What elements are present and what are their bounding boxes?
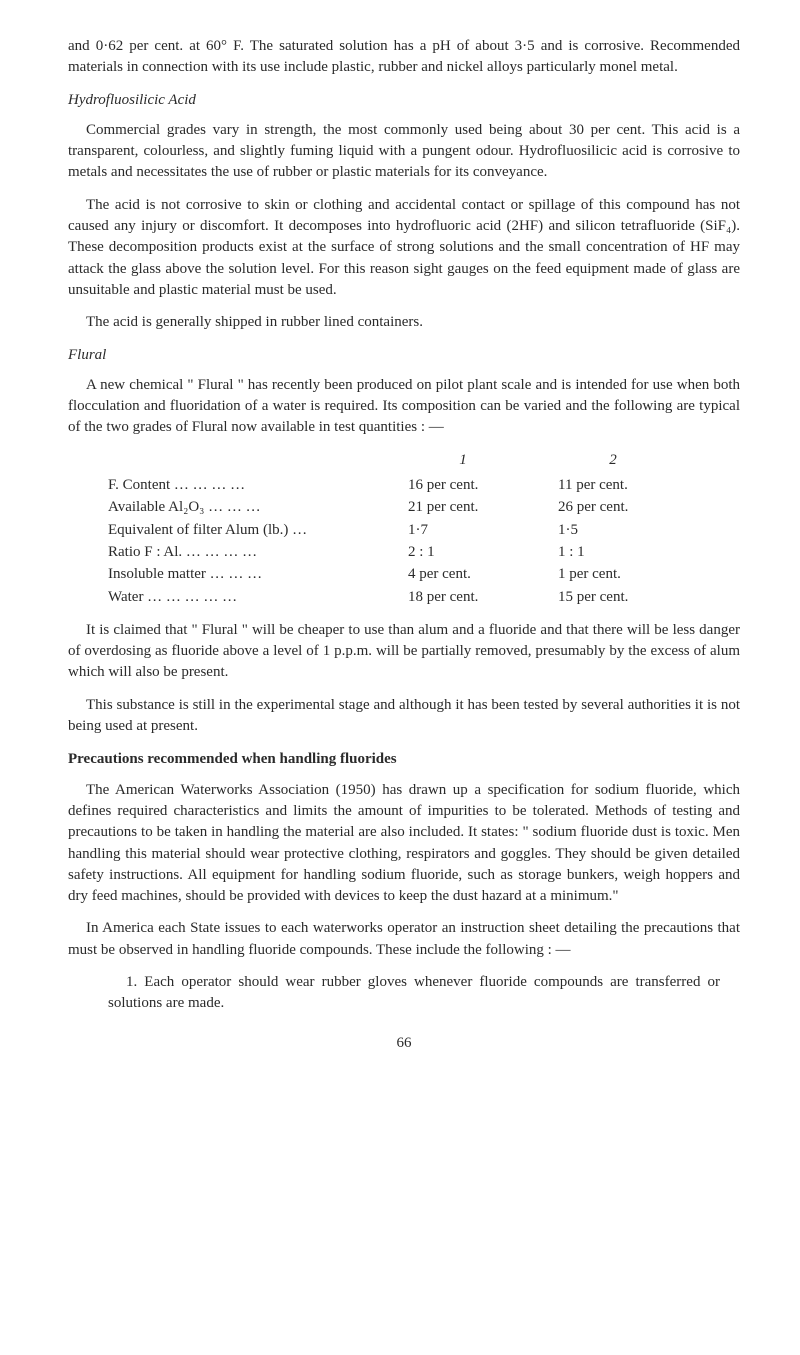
table-value-2: 26 per cent. [558, 497, 708, 518]
table-value-1: 4 per cent. [408, 564, 558, 585]
flural-composition-table: 1 2 F. Content … … … … 16 per cent. 11 p… [108, 450, 740, 608]
hydro-p3: The acid is generally shipped in rubber … [68, 312, 740, 333]
table-value-1: 16 per cent. [408, 475, 558, 496]
table-header-col1: 1 [408, 450, 558, 471]
table-value-2: 11 per cent. [558, 475, 708, 496]
table-header-spacer [108, 450, 408, 471]
table-value-1: 18 per cent. [408, 587, 558, 608]
hydro-p1: Commercial grades vary in strength, the … [68, 120, 740, 184]
table-value-2: 15 per cent. [558, 587, 708, 608]
table-label: F. Content … … … … [108, 475, 408, 496]
heading-flural: Flural [68, 345, 740, 366]
flural-p2: It is claimed that " Flural " will be ch… [68, 620, 740, 684]
table-header-row: 1 2 [108, 450, 740, 471]
table-label: Insoluble matter … … … [108, 564, 408, 585]
table-row: Ratio F : Al. … … … … 2 : 1 1 : 1 [108, 542, 740, 563]
precautions-p1: The American Waterworks Association (195… [68, 780, 740, 908]
heading-hydrofluosilicic: Hydrofluosilicic Acid [68, 90, 740, 111]
table-row: Available Al₂O₃ … … … 21 per cent. 26 pe… [108, 497, 740, 518]
intro-paragraph: and 0·62 per cent. at 60° F. The saturat… [68, 36, 740, 79]
table-value-2: 1·5 [558, 520, 708, 541]
precaution-item-1: 1. Each operator should wear rubber glov… [108, 972, 720, 1015]
hydro-p2: The acid is not corrosive to skin or clo… [68, 195, 740, 301]
table-label: Equivalent of filter Alum (lb.) … [108, 520, 408, 541]
table-row: F. Content … … … … 16 per cent. 11 per c… [108, 475, 740, 496]
table-value-1: 2 : 1 [408, 542, 558, 563]
table-value-1: 1·7 [408, 520, 558, 541]
table-label: Ratio F : Al. … … … … [108, 542, 408, 563]
heading-precautions: Precautions recommended when handling fl… [68, 749, 740, 770]
table-header-col2: 2 [558, 450, 708, 471]
table-row: Equivalent of filter Alum (lb.) … 1·7 1·… [108, 520, 740, 541]
table-value-2: 1 : 1 [558, 542, 708, 563]
table-value-1: 21 per cent. [408, 497, 558, 518]
table-row: Insoluble matter … … … 4 per cent. 1 per… [108, 564, 740, 585]
table-label: Water … … … … … [108, 587, 408, 608]
precautions-p2: In America each State issues to each wat… [68, 918, 740, 961]
table-label: Available Al₂O₃ … … … [108, 497, 408, 518]
table-row: Water … … … … … 18 per cent. 15 per cent… [108, 587, 740, 608]
table-value-2: 1 per cent. [558, 564, 708, 585]
flural-p3: This substance is still in the experimen… [68, 695, 740, 738]
flural-p1: A new chemical " Flural " has recently b… [68, 375, 740, 439]
page-number: 66 [68, 1033, 740, 1054]
